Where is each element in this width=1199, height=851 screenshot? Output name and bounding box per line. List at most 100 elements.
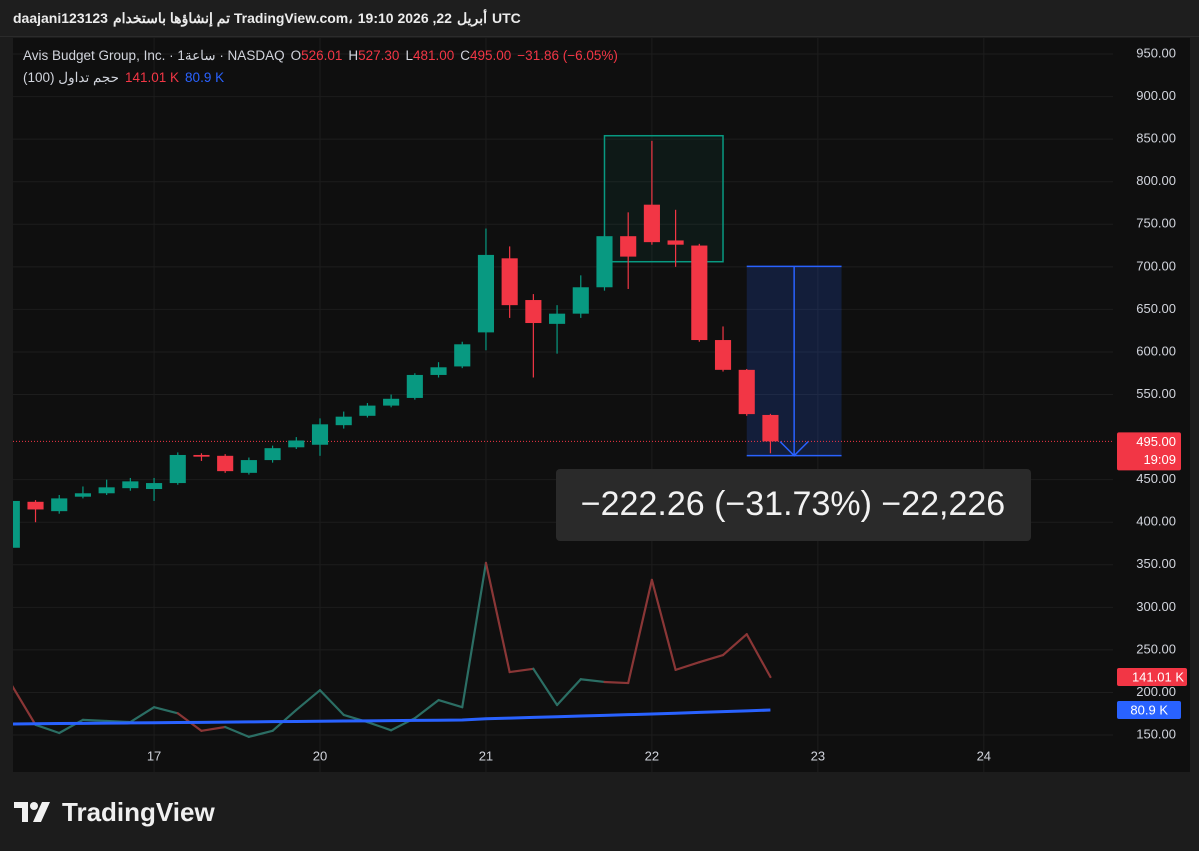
volume-last-box xyxy=(1117,668,1187,687)
y-tick-label: 550.00 xyxy=(1136,386,1176,401)
candle-body xyxy=(193,454,210,457)
y-tick-label: 150.00 xyxy=(1136,726,1176,741)
legend: Avis Budget Group, Inc. · 1ساعة · NASDAQ… xyxy=(23,45,618,89)
volume-segment xyxy=(461,561,488,709)
y-tick-label: 750.00 xyxy=(1136,216,1176,231)
measure-label-box xyxy=(556,469,1031,541)
ma-last-label: 80.9 K xyxy=(1130,702,1168,717)
footer: TradingView xyxy=(14,795,215,829)
candle-body xyxy=(430,367,447,375)
candle-body xyxy=(122,481,139,489)
candle-body xyxy=(477,254,495,333)
legend-change: −31.86 (−6.05%) xyxy=(517,48,618,63)
measure-arrow-head xyxy=(779,441,809,457)
legend-row: حجم تداول (100) 141.01 K 80.9 K xyxy=(23,67,618,89)
y-tick-label: 900.00 xyxy=(1136,88,1176,103)
legend-volume-name: حجم تداول (100) xyxy=(23,70,119,85)
volume-segment xyxy=(698,653,725,664)
volume-segment xyxy=(721,633,748,657)
y-tick-label: 700.00 xyxy=(1136,258,1176,273)
x-tick-label: 21 xyxy=(479,748,493,763)
volume-last-label: 141.01 K xyxy=(1132,669,1184,684)
header: daajani123123 تم إنشاؤها باستخدام Tradin… xyxy=(0,0,1199,37)
candle-body xyxy=(335,416,352,426)
header-text: تم إنشاؤها باستخدام TradingView.com، xyxy=(112,9,353,26)
volume-segment xyxy=(745,633,772,679)
y-tick-label: 300.00 xyxy=(1136,599,1176,614)
volume-segment xyxy=(129,706,156,724)
y-tick-label: 800.00 xyxy=(1136,173,1176,188)
volume-segment xyxy=(579,678,606,684)
candle-body xyxy=(525,300,542,324)
volume-segment xyxy=(437,698,464,709)
candle-body xyxy=(762,414,779,442)
y-tick-label: 350.00 xyxy=(1136,556,1176,571)
x-tick-label: 20 xyxy=(313,748,327,763)
volume-segment xyxy=(674,661,701,671)
candle-body xyxy=(240,460,257,473)
candle-body xyxy=(359,405,376,416)
x-tick-label: 17 xyxy=(147,748,161,763)
candle-body xyxy=(501,258,518,306)
last-time-label: 19:09 xyxy=(1143,452,1176,467)
chart-background xyxy=(13,38,1190,772)
candle-body xyxy=(27,501,44,510)
last-price-box xyxy=(1117,432,1181,471)
candle-body xyxy=(288,440,305,448)
volume-segment xyxy=(650,578,677,671)
legend-row: Avis Budget Group, Inc. · 1ساعة · NASDAQ… xyxy=(23,45,618,67)
candle-body xyxy=(454,344,471,367)
volume-segment xyxy=(555,678,582,707)
legend-key: O xyxy=(290,48,302,63)
logo-text: TradingView xyxy=(62,796,215,827)
volume-segment xyxy=(413,698,440,720)
candle-body xyxy=(620,236,637,257)
volume-segment xyxy=(508,667,535,674)
y-tick-label: 200.00 xyxy=(1136,684,1176,699)
volume-segment xyxy=(224,725,250,738)
candle-body xyxy=(643,204,660,243)
legend-volume-value: 141.01 K xyxy=(125,70,180,85)
legend-symbol: Avis Budget Group, Inc. · 1ساعة · NASDAQ xyxy=(23,48,285,63)
legend-value: 526.01 xyxy=(301,48,343,63)
volume-segment xyxy=(81,718,108,723)
volume-segment xyxy=(366,720,393,732)
candle-body xyxy=(549,313,566,324)
legend-key: C xyxy=(460,48,470,63)
volume-segment xyxy=(532,667,559,707)
candle-body xyxy=(596,236,613,288)
candle-body xyxy=(383,398,400,406)
legend-key: L xyxy=(405,48,413,63)
candle-body xyxy=(74,493,91,497)
volume-segment xyxy=(247,729,274,738)
candle-body xyxy=(572,287,589,314)
logo-icon xyxy=(14,802,50,822)
candle-body xyxy=(13,500,20,548)
candle-body xyxy=(98,487,115,494)
y-tick-label: 650.00 xyxy=(1136,301,1176,316)
legend-value: 527.30 xyxy=(358,48,400,63)
candle-body xyxy=(738,369,755,415)
volume-segment xyxy=(34,723,61,735)
candle-body xyxy=(51,498,68,512)
volume-segment xyxy=(318,689,345,717)
volume-segment xyxy=(200,725,227,732)
legend-ma-value: 80.9 K xyxy=(185,70,225,85)
volume-segment xyxy=(603,680,630,685)
legend-value: 481.00 xyxy=(412,48,455,63)
header-time: 19:10 2026 ,22 xyxy=(357,10,452,26)
last-price-label: 495.00 xyxy=(1136,434,1176,449)
volume-segment xyxy=(295,689,322,712)
y-tick-label: 950.00 xyxy=(1136,45,1176,60)
volume-segment xyxy=(152,706,179,715)
candle-body xyxy=(145,483,163,490)
header-user: daajani123123 xyxy=(13,10,108,26)
candle-body xyxy=(311,424,329,445)
candle-body xyxy=(264,448,281,461)
axes: 950.00 900.00 850.00 800.00 750.00 700.00 650.… xyxy=(147,45,1187,763)
candle-body xyxy=(714,340,732,370)
y-tick-label: 850.00 xyxy=(1136,131,1176,146)
y-tick-label: 400.00 xyxy=(1136,514,1176,529)
